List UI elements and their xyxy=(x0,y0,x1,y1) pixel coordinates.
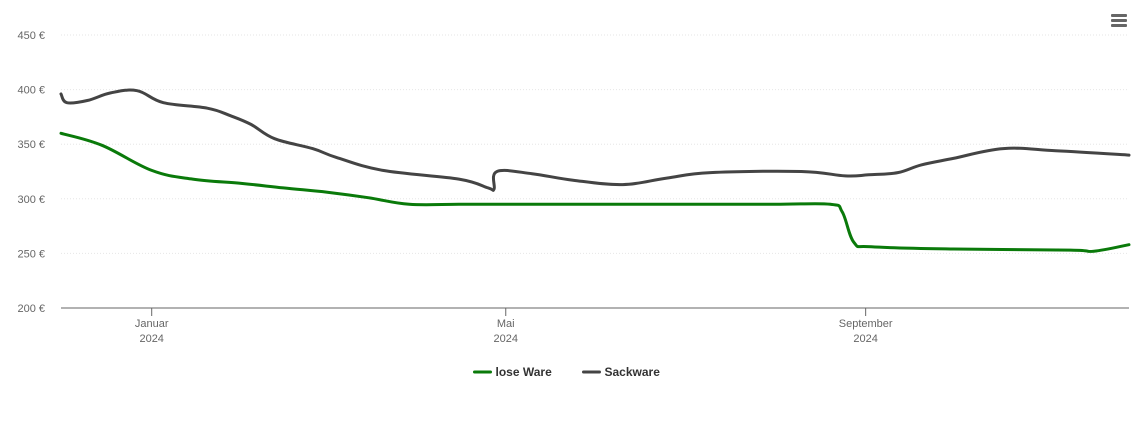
x-tick-label-year: 2024 xyxy=(139,333,163,345)
x-tick-label-year: 2024 xyxy=(494,333,518,345)
legend-label: Sackware xyxy=(605,365,661,379)
menu-bar xyxy=(1111,24,1127,27)
x-axis: Januar 2024 Mai 2024 September 2024 xyxy=(135,308,893,345)
x-tick-label-year: 2024 xyxy=(853,333,877,345)
y-tick-label: 350 € xyxy=(17,139,45,151)
x-tick-label-month: Mai xyxy=(497,318,515,330)
series-lines xyxy=(59,88,1131,254)
menu-bar xyxy=(1111,14,1127,17)
legend-item: Sackware xyxy=(582,365,661,379)
y-tick-label: 400 € xyxy=(17,85,45,97)
grid-lines xyxy=(61,34,1129,254)
series-line-lose-ware xyxy=(59,131,1131,254)
legend: lose Ware Sackware xyxy=(473,365,661,379)
menu-bar xyxy=(1111,19,1127,22)
y-tick-label: 300 € xyxy=(17,194,45,206)
legend-label: lose Ware xyxy=(496,365,553,379)
y-tick-label: 450 € xyxy=(17,30,45,42)
y-axis: 200 € 250 € 300 € 350 € 400 € 450 € xyxy=(17,30,45,315)
y-tick-label: 250 € xyxy=(17,248,45,260)
hamburger-menu-icon[interactable] xyxy=(1108,12,1130,32)
y-tick-label: 200 € xyxy=(17,303,45,315)
x-tick-label-month: September xyxy=(839,318,893,330)
series-line-sackware xyxy=(59,88,1131,192)
x-tick-label-month: Januar xyxy=(135,318,169,330)
legend-item: lose Ware xyxy=(473,365,553,379)
